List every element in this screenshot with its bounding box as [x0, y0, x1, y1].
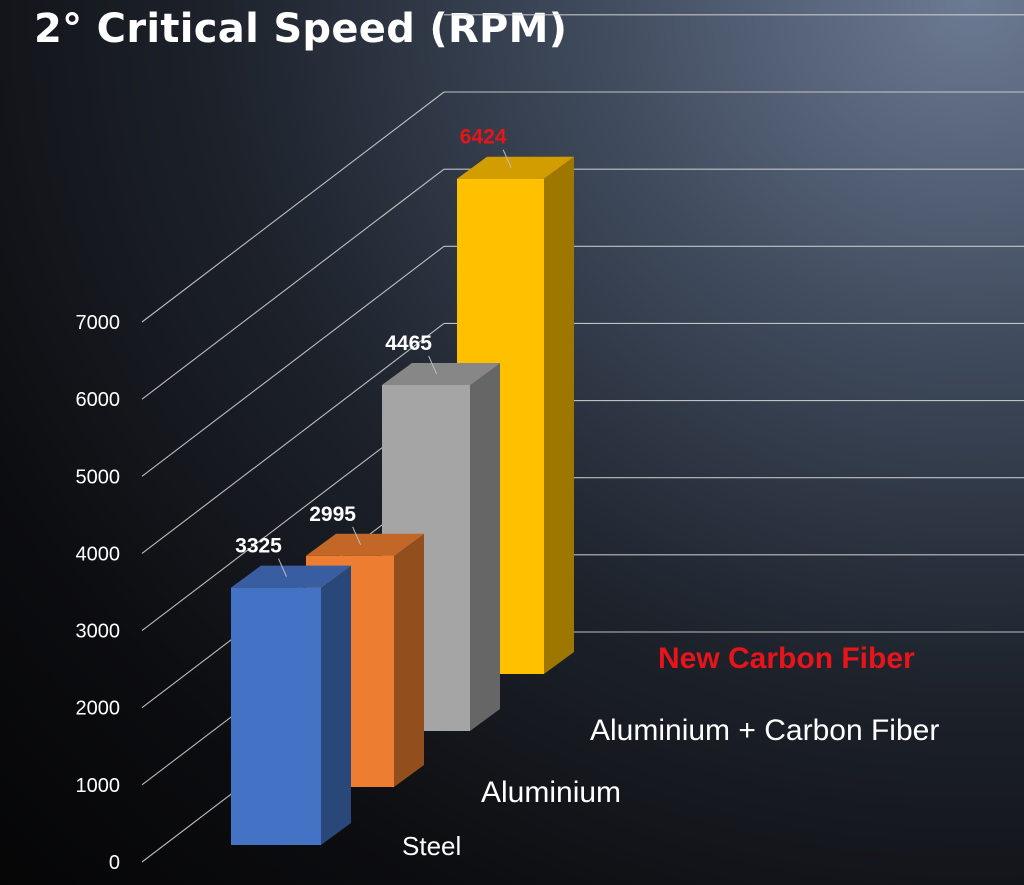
bar-front-face [231, 587, 321, 845]
gridline-depth [141, 245, 445, 477]
bar-top-face [382, 362, 500, 385]
bars-layer [231, 156, 574, 845]
y-axis-ticks: 0 1000 2000 3000 4000 5000 6000 7000 [76, 312, 121, 874]
category-label: Steel [402, 831, 461, 861]
category-label: Aluminium [481, 776, 621, 809]
bar-side-face [321, 565, 351, 845]
bar-top-face [457, 156, 574, 179]
category-label: New Carbon Fiber [658, 642, 915, 675]
y-tick-label: 0 [109, 852, 120, 874]
bar-side-face [544, 156, 574, 674]
category-label: Aluminium + Carbon Fiber [590, 714, 939, 747]
bar-top-face [231, 565, 351, 588]
gridline-depth [141, 168, 445, 400]
y-tick-label: 2000 [76, 698, 121, 720]
gridline-depth [141, 91, 445, 323]
data-label: 6424 [460, 126, 507, 149]
data-label-leader [278, 558, 287, 577]
data-labels-layer: 6424 4465 2995 3325 [235, 126, 512, 577]
data-label-leader [352, 526, 362, 545]
bar-steel [231, 565, 351, 845]
y-tick-label: 7000 [76, 312, 121, 334]
y-tick-label: 6000 [76, 389, 121, 411]
chart-title: 2° Critical Speed (RPM) [34, 6, 568, 52]
bar-top-face [306, 533, 424, 556]
data-label-leader [502, 149, 512, 168]
y-tick-label: 4000 [76, 543, 121, 565]
category-labels-layer: Steel Aluminium Aluminium + Carbon Fiber Ne… [402, 642, 939, 861]
bar-side-face [470, 362, 500, 731]
gridline-depth [141, 322, 445, 554]
bar-side-face [394, 533, 424, 787]
data-label: 4465 [385, 332, 432, 355]
y-tick-label: 5000 [76, 466, 121, 488]
data-label-leader [428, 355, 438, 375]
y-tick-label: 1000 [76, 775, 121, 797]
y-tick-label: 3000 [76, 621, 121, 643]
data-label: 3325 [235, 535, 282, 558]
data-label: 2995 [309, 503, 356, 526]
